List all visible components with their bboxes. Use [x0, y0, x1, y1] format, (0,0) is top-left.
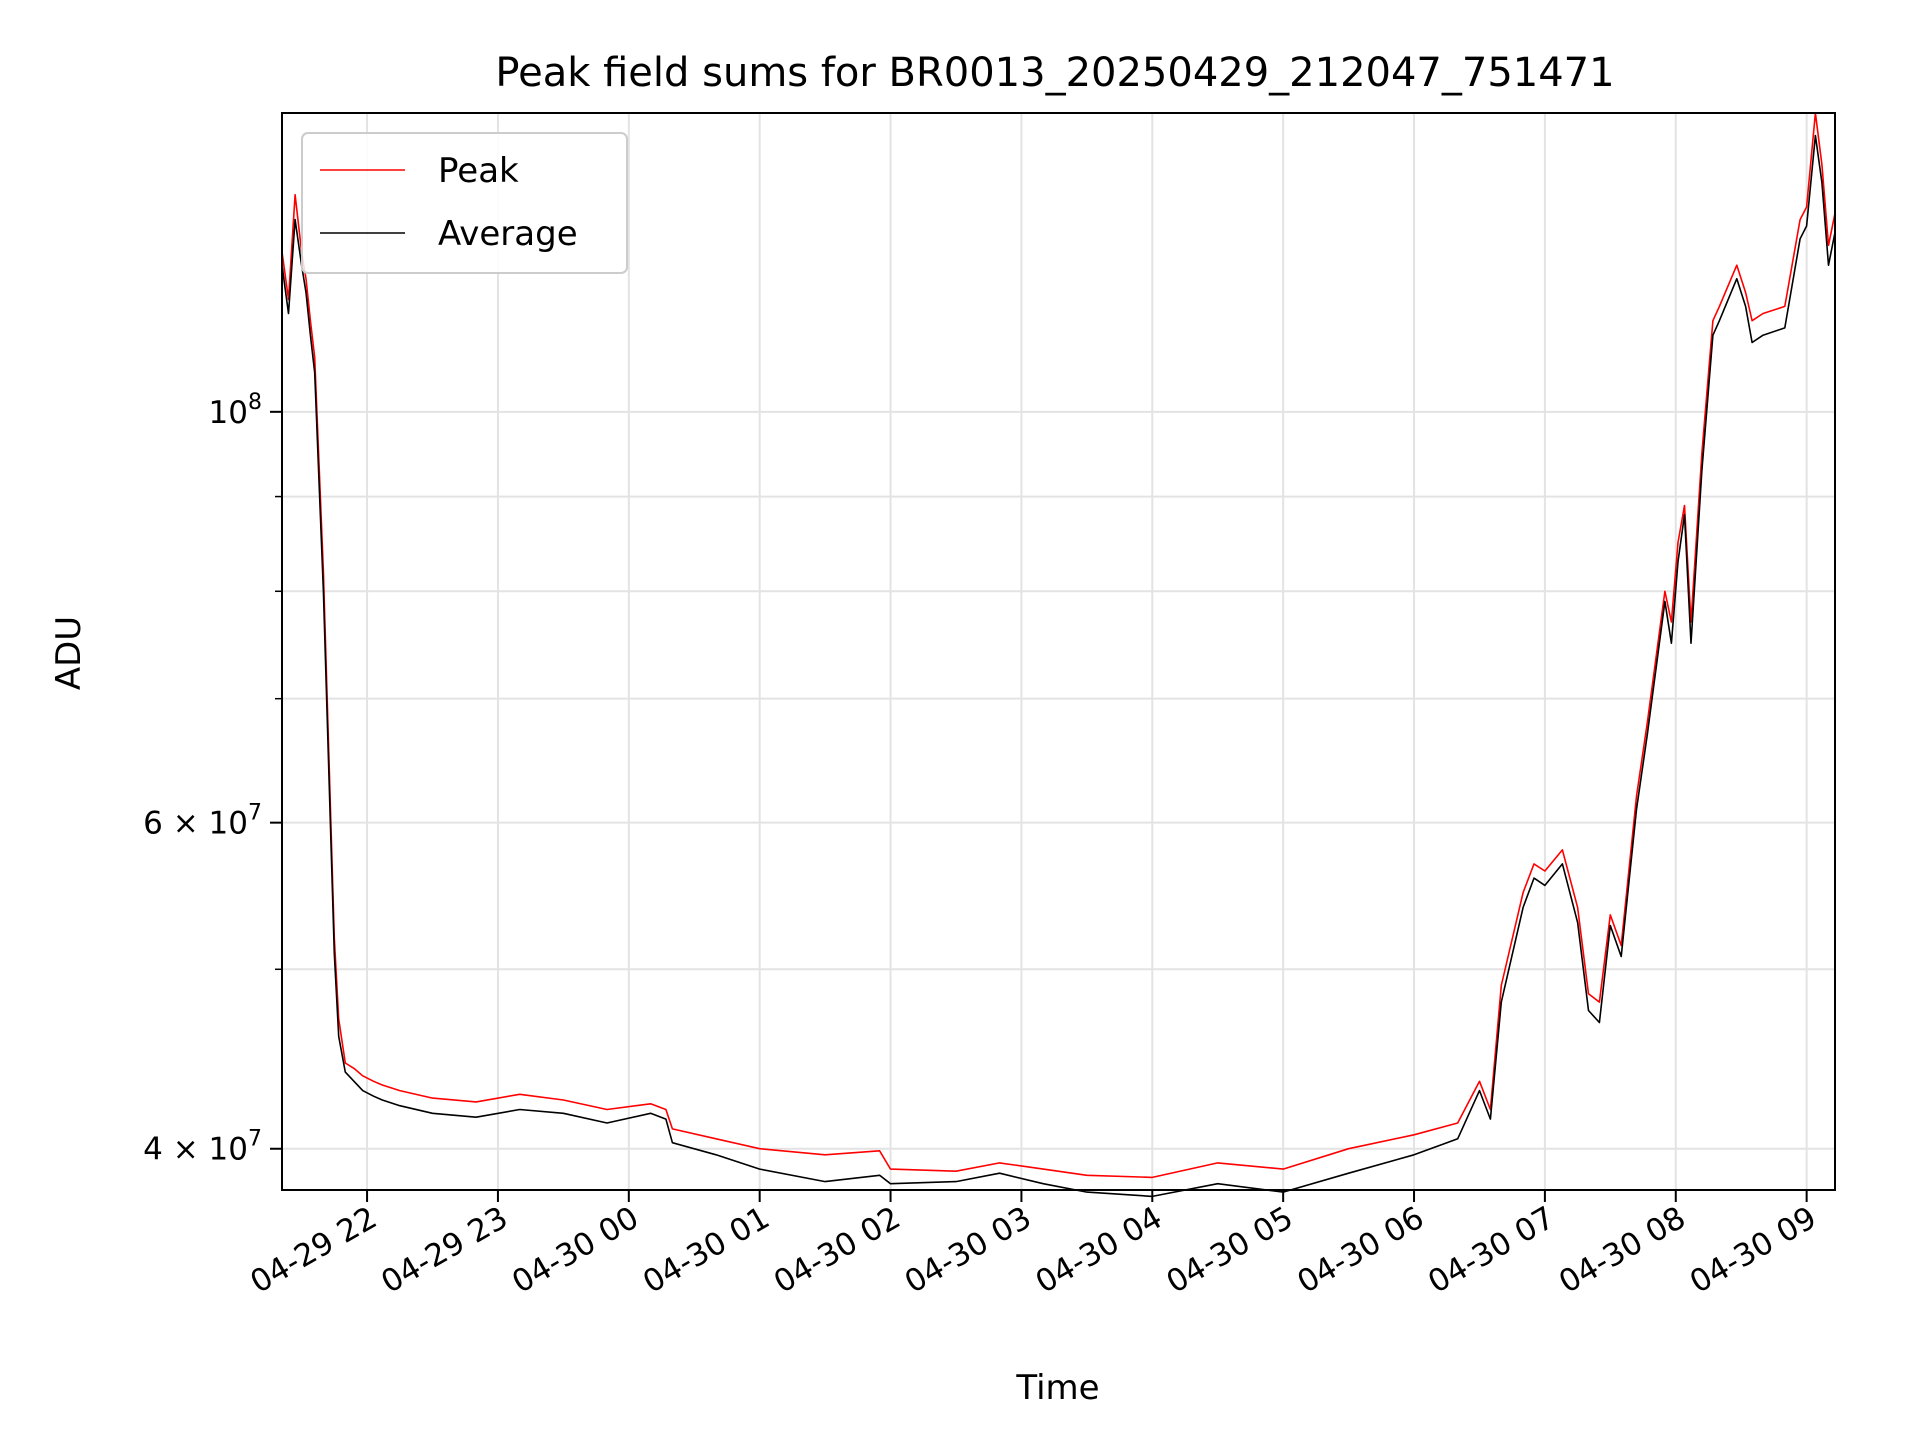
x-tick-label: 04-29 23: [375, 1200, 514, 1301]
x-tick-label: 04-30 04: [1030, 1200, 1169, 1301]
series-line-peak: [281, 112, 1836, 1179]
x-tick-label: 04-30 03: [899, 1200, 1038, 1301]
x-tick-label: 04-30 01: [637, 1200, 776, 1301]
legend-label-average: Average: [438, 214, 578, 254]
x-tick-label: 04-30 00: [506, 1200, 645, 1301]
y-tick-label: 6 × 107: [143, 801, 262, 842]
x-tick-label: 04-30 09: [1684, 1200, 1823, 1301]
grid-layer: [282, 113, 1835, 1190]
y-axis-label: ADU: [49, 616, 89, 690]
legend: Peak Average: [301, 132, 628, 274]
x-tick-label: 04-30 02: [768, 1200, 907, 1301]
plot-frame: [281, 112, 1836, 1191]
x-tick-label: 04-30 05: [1160, 1200, 1299, 1301]
series-layer: [281, 112, 1836, 1198]
x-tick-label: 04-30 07: [1422, 1200, 1561, 1301]
chart-title: Peak field sums for BR0013_20250429_2120…: [495, 50, 1614, 96]
x-tick-label: 04-30 08: [1553, 1200, 1692, 1301]
x-axis-label: Time: [1015, 1368, 1099, 1408]
x-tick-label: 04-30 06: [1291, 1200, 1430, 1301]
legend-box: [301, 132, 628, 274]
y-axis: 4 × 107 6 × 107 108: [143, 390, 282, 1168]
y-tick-label: 4 × 107: [143, 1127, 262, 1168]
y-tick-label: 108: [209, 390, 262, 431]
x-tick-label: 04-29 22: [244, 1200, 383, 1301]
series-line-average: [281, 134, 1836, 1198]
legend-label-peak: Peak: [438, 151, 519, 191]
